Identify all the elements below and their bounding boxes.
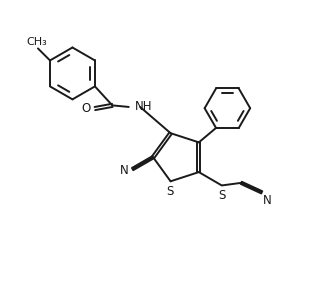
Text: N: N [120, 164, 129, 177]
Text: O: O [82, 102, 91, 115]
Text: NH: NH [135, 100, 152, 114]
Text: S: S [218, 189, 226, 202]
Text: S: S [166, 185, 174, 198]
Text: N: N [263, 194, 272, 207]
Text: CH₃: CH₃ [26, 37, 47, 47]
